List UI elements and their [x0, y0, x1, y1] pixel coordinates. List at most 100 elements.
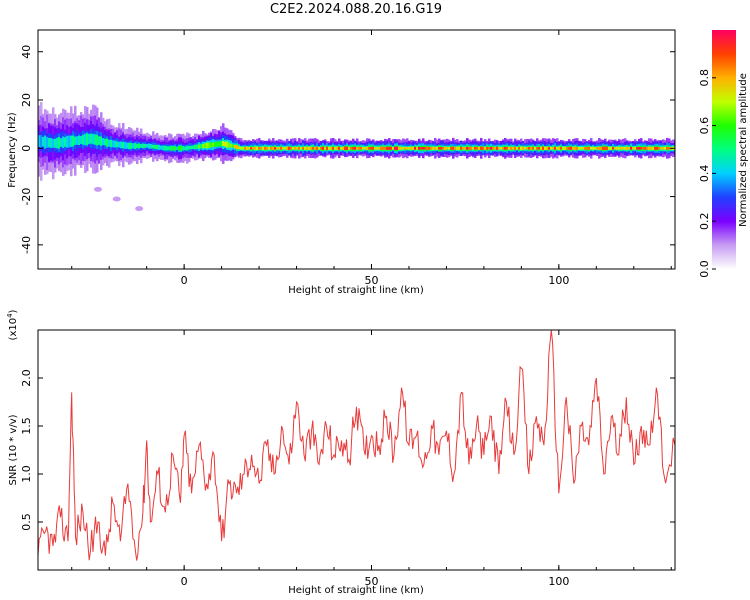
heatmap-cell	[656, 146, 659, 150]
heatmap-cell	[134, 142, 137, 149]
top-x-tick-label: 100	[548, 274, 569, 287]
heatmap-cell	[544, 146, 547, 150]
top-y-axis-label: Frequency (Hz)	[7, 112, 18, 188]
heatmap-cell	[346, 146, 349, 150]
heatmap-cell	[552, 147, 555, 150]
heatmap-cell	[604, 146, 607, 150]
heatmap-cell	[248, 147, 251, 150]
heatmap-cell	[662, 146, 665, 150]
heatmap-cell	[166, 146, 169, 151]
bottom-plot-frame	[37, 329, 676, 571]
heatmap-cell	[598, 146, 601, 150]
heatmap-cell	[310, 146, 313, 150]
heatmap-cell	[62, 136, 65, 149]
heatmap-cell	[238, 146, 241, 150]
heatmap-cell	[464, 146, 467, 150]
heatmap-cell	[244, 147, 247, 150]
heatmap-cell	[60, 138, 63, 147]
heatmap-cell	[362, 146, 365, 150]
heatmap-cell	[228, 142, 231, 148]
heatmap-cell	[218, 141, 221, 147]
heatmap-cell	[526, 147, 529, 150]
heatmap-cell	[68, 135, 71, 148]
bottom-y-tick-label: 1.0	[20, 465, 33, 483]
heatmap-cell	[418, 146, 421, 150]
heatmap-cell	[234, 144, 237, 149]
heatmap-cell	[288, 146, 291, 150]
heatmap-cell	[538, 147, 541, 150]
heatmap-cell	[628, 147, 631, 150]
heatmap-cell	[420, 147, 423, 150]
heatmap-cell	[82, 134, 85, 145]
heatmap-cell	[400, 146, 403, 150]
heatmap-cell	[356, 146, 359, 150]
heatmap-cell	[38, 135, 41, 147]
heatmap-cell	[476, 146, 479, 150]
heatmap-cell	[86, 133, 89, 146]
heatmap-cell	[386, 146, 389, 150]
heatmap-cell	[620, 146, 623, 150]
heatmap-cell	[610, 146, 613, 150]
heatmap-cell	[350, 147, 353, 150]
heatmap-cell	[112, 140, 115, 148]
heatmap-cell	[56, 137, 59, 149]
heatmap-cell	[254, 146, 257, 150]
heatmap-cell	[240, 146, 243, 150]
heatmap-cell	[332, 147, 335, 150]
top-x-axis-label: Height of straight line (km)	[288, 285, 424, 296]
heatmap-cell	[458, 146, 461, 150]
heatmap-cell	[644, 146, 647, 150]
bottom-x-tick-label: 50	[364, 575, 378, 588]
heatmap-cell	[96, 134, 99, 146]
heatmap-cell	[352, 146, 355, 150]
heatmap-cell	[146, 144, 149, 148]
heatmap-cell	[472, 147, 475, 150]
heatmap-cell	[178, 146, 181, 151]
heatmap-cell	[58, 137, 61, 149]
heatmap-cell	[622, 146, 625, 150]
heatmap-cell	[646, 146, 649, 150]
heatmap-cell	[320, 147, 323, 150]
heatmap-cell	[444, 146, 447, 150]
heatmap-cell	[180, 145, 183, 151]
heatmap-cell	[336, 146, 339, 150]
heatmap-cell	[120, 141, 123, 149]
top-y-tick-label: 40	[20, 45, 33, 59]
heatmap-cell	[344, 146, 347, 150]
heatmap-cell	[198, 144, 201, 149]
heatmap-cell	[194, 144, 197, 150]
heatmap-cell	[280, 146, 283, 150]
heatmap-cell	[108, 139, 111, 147]
heatmap-cell	[132, 143, 135, 149]
heatmap-cell	[496, 146, 499, 150]
heatmap-cell	[466, 146, 469, 150]
heatmap-cell	[392, 146, 395, 150]
heatmap-cell	[492, 146, 495, 150]
heatmap-cell	[380, 146, 383, 150]
heatmap-cell	[454, 146, 457, 150]
heatmap-cell	[364, 147, 367, 150]
heatmap-cell	[374, 147, 377, 150]
heatmap-cell	[478, 146, 481, 150]
heatmap-cell	[578, 146, 581, 150]
heatmap-faint-blob	[112, 196, 121, 202]
bottom-y-tick-label: 2.0	[20, 369, 33, 387]
heatmap-cell	[128, 142, 131, 150]
heatmap-cell	[122, 142, 125, 149]
heatmap-cell	[284, 147, 287, 150]
heatmap-cell	[300, 147, 303, 150]
heatmap-cell	[308, 146, 311, 150]
heatmap-cell	[220, 140, 223, 147]
heatmap-cell	[468, 146, 471, 150]
heatmap-cell	[54, 138, 57, 148]
heatmap-cell	[246, 146, 249, 150]
heatmap-cell	[614, 147, 617, 150]
heatmap-cell	[600, 146, 603, 150]
heatmap-cell	[602, 146, 605, 150]
heatmap-cell	[486, 146, 489, 150]
heatmap-cell	[506, 146, 509, 150]
heatmap-cell	[402, 147, 405, 150]
heatmap-cell	[200, 143, 203, 149]
heatmap-cell	[360, 146, 363, 150]
heatmap-cell	[136, 143, 139, 149]
